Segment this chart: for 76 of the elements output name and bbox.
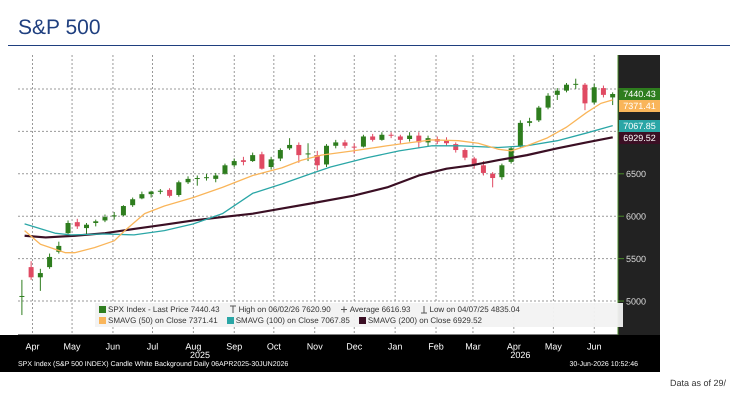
candlestick: [480, 160, 486, 176]
x-tick-label: Jun: [587, 341, 602, 352]
candlestick: [74, 218, 80, 230]
candlestick: [352, 142, 357, 154]
text: 2025: [190, 350, 211, 360]
candlestick: [398, 134, 403, 145]
candlestick: [28, 260, 34, 280]
x-tick-label: Apr: [506, 341, 521, 352]
candlestick: [462, 148, 468, 161]
y-tick-label: 6500: [626, 168, 646, 179]
x-tick-label: Apr: [26, 341, 40, 352]
candlestick: [259, 151, 264, 170]
annotation: Low on 04/07/25 4835.04: [428, 305, 520, 314]
data-label: 7067.85: [619, 120, 660, 132]
x-tick-label: Mar: [465, 341, 481, 352]
candlestick: [324, 144, 330, 168]
candlestick: [47, 253, 52, 270]
x-tick-label: Sep: [226, 341, 242, 352]
candlestick: [278, 148, 283, 162]
candlestick: [38, 268, 43, 292]
candlestick: [536, 105, 542, 123]
legend-label: SMAVG (200) on Close 6929.52: [366, 316, 482, 325]
candlestick: [564, 82, 570, 93]
x-tick-label: Feb: [428, 341, 444, 352]
candlestick: [287, 138, 292, 151]
line-series: [24, 99, 614, 254]
candlestick: [490, 172, 496, 188]
legend-label: SPX Index - Last Price 7440.43: [107, 305, 220, 314]
candlestick: [120, 204, 126, 217]
candlestick: [19, 279, 24, 316]
x-tick-label: Jul: [146, 341, 158, 352]
candlestick: [592, 83, 597, 105]
candlestick: [314, 150, 320, 171]
x-tick-label: Nov: [306, 341, 324, 352]
text: Data as of 29/: [670, 378, 726, 388]
candlestick: [296, 142, 302, 164]
candlestick: [610, 92, 616, 106]
candlestick: [499, 163, 504, 180]
y-tick-label: 5000: [626, 296, 646, 306]
data-label: 7371.41: [619, 100, 660, 112]
annotation: Average 6616.93: [348, 305, 410, 314]
text: 7440.43: [623, 88, 656, 99]
candlestick: [268, 156, 274, 170]
candlestick: [306, 142, 311, 162]
candlestick: [167, 188, 172, 198]
candlestick: [66, 220, 71, 236]
legend-label: SMAVG (100) on Close 7067.85: [234, 316, 350, 325]
x-tick-label: Oct: [266, 341, 282, 352]
x-tick-label: Dec: [346, 341, 363, 352]
candlestick: [407, 132, 412, 142]
candlestick: [194, 174, 200, 186]
candlestick: [213, 172, 218, 183]
candlestick: [582, 82, 588, 111]
candlestick: [176, 180, 182, 198]
candlestick: [573, 78, 578, 90]
y-tick-label: 6000: [626, 211, 646, 222]
chart-title: S&P 500: [18, 16, 101, 40]
text: 2026: [510, 350, 532, 360]
x-tick-label: May: [544, 341, 562, 352]
x-tick-label: May: [64, 341, 82, 352]
legend-label: SMAVG (50) on Close 7371.41: [107, 316, 218, 325]
candlestick: [250, 152, 256, 162]
candlestick: [546, 92, 551, 110]
candlestick: [554, 88, 560, 100]
y-tick-label: 5500: [626, 254, 646, 264]
data-label: 6929.52: [619, 132, 660, 144]
candlestick: [600, 85, 606, 98]
candlestick: [518, 120, 523, 149]
candlestick: [360, 134, 366, 148]
x-tick-label: Aug: [185, 341, 202, 352]
candlestick: [222, 163, 228, 176]
x-tick-label: Jan: [388, 341, 402, 352]
annotation: High on 06/02/26 7620.90: [238, 305, 331, 314]
x-tick-label: Jun: [106, 341, 120, 352]
candlestick: [84, 222, 90, 235]
candlestick: [130, 197, 136, 208]
